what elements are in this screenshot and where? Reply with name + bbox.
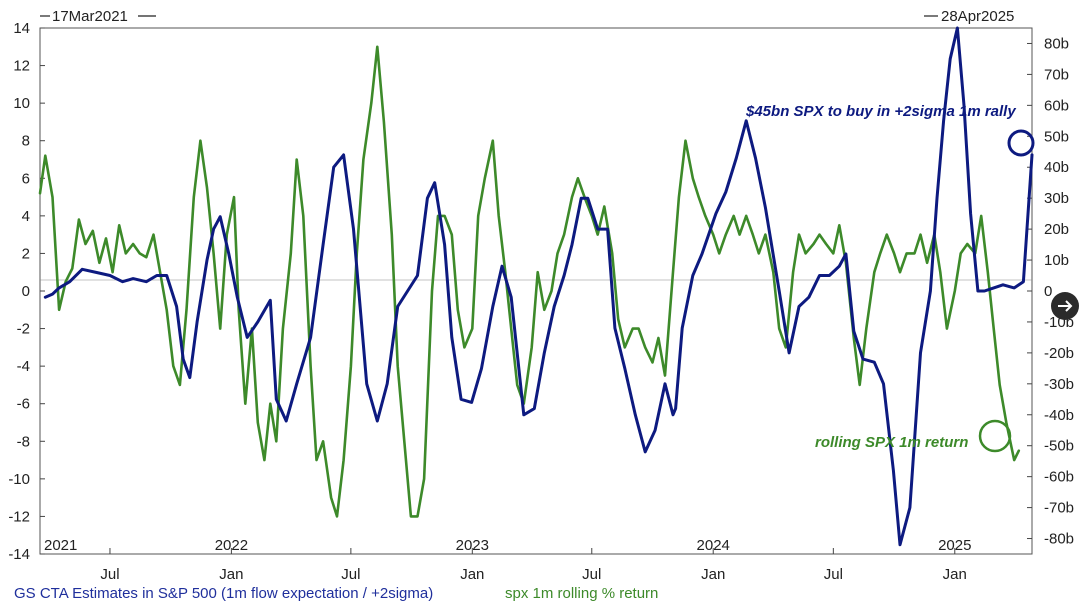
right-tick-label: 40b — [1044, 159, 1069, 176]
x-axis: Jul Jan Jul Jan Jul Jan Jul Jan 2021 2022 2023 2024… — [44, 537, 971, 583]
x-month-label: Jan — [460, 566, 484, 583]
right-tick-label: -20b — [1044, 345, 1074, 362]
left-tick-label: 10 — [13, 95, 30, 112]
x-year-label: 2023 — [456, 537, 489, 554]
header-end: 28Apr2025 — [924, 8, 1014, 25]
left-tick-label: 6 — [22, 170, 30, 187]
left-tick-label: -14 — [8, 546, 30, 563]
x-month-label: Jul — [824, 566, 843, 583]
right-axis: 80b70b60b50b40b30b20b10b0-10b-20b-30b-40… — [1027, 35, 1074, 548]
x-year-label: 2025 — [938, 537, 971, 554]
right-tick-label: 80b — [1044, 35, 1069, 52]
left-tick-label: -6 — [17, 396, 30, 413]
right-tick-label: -30b — [1044, 376, 1074, 393]
left-tick-label: -2 — [17, 321, 30, 338]
x-month-label: Jul — [582, 566, 601, 583]
right-tick-label: 50b — [1044, 128, 1069, 145]
annotation-bottom-circle — [978, 419, 1012, 453]
left-tick-label: 14 — [13, 20, 30, 37]
left-tick-label: -4 — [17, 358, 30, 375]
left-tick-label: 4 — [22, 208, 30, 225]
right-tick-label: -50b — [1044, 438, 1074, 455]
start-date-label: 17Mar2021 — [52, 8, 128, 25]
left-tick-label: 12 — [13, 58, 30, 75]
left-tick-label: -12 — [8, 508, 30, 525]
left-tick-label: 8 — [22, 133, 30, 150]
right-tick-label: -70b — [1044, 500, 1074, 517]
left-tick-label: 2 — [22, 245, 30, 262]
header-start: 17Mar2021 — [40, 8, 156, 25]
end-date-label: 28Apr2025 — [941, 8, 1014, 25]
right-tick-label: -60b — [1044, 469, 1074, 486]
annotation-top-circle — [1007, 129, 1035, 157]
x-year-label: 2021 — [44, 537, 77, 554]
right-tick-label: 0 — [1044, 283, 1052, 300]
series-line-cta — [43, 26, 1034, 547]
arrow-right-icon — [1058, 300, 1073, 312]
series-line-spx-return — [38, 45, 1021, 518]
right-tick-label: 20b — [1044, 221, 1069, 238]
x-year-label: 2022 — [215, 537, 248, 554]
legend-series2: spx 1m rolling % return — [505, 585, 658, 602]
left-tick-label: 0 — [22, 283, 30, 300]
right-tick-label: 60b — [1044, 97, 1069, 114]
x-month-label: Jan — [219, 566, 243, 583]
x-month-label: Jul — [341, 566, 360, 583]
right-tick-label: -40b — [1044, 407, 1074, 424]
left-axis: 14 12 10 8 6 4 2 0 -2 -4 -6 -8 -10 -12 -14 — [8, 20, 45, 563]
right-tick-label: 30b — [1044, 190, 1069, 207]
next-button[interactable] — [1051, 292, 1079, 320]
right-tick-label: 70b — [1044, 66, 1069, 83]
left-tick-label: -8 — [17, 433, 30, 450]
x-month-label: Jan — [943, 566, 967, 583]
x-month-label: Jul — [100, 566, 119, 583]
x-month-label: Jan — [701, 566, 725, 583]
right-tick-label: 10b — [1044, 252, 1069, 269]
x-year-label: 2024 — [697, 537, 730, 554]
right-tick-label: -80b — [1044, 531, 1074, 548]
series-layer — [38, 26, 1034, 547]
legend-series1: GS CTA Estimates in S&P 500 (1m flow exp… — [14, 585, 433, 602]
annotation-bottom: rolling SPX 1m return — [815, 434, 968, 451]
left-tick-label: -10 — [8, 471, 30, 488]
annotation-top: $45bn SPX to buy in +2sigma 1m rally — [745, 103, 1016, 120]
